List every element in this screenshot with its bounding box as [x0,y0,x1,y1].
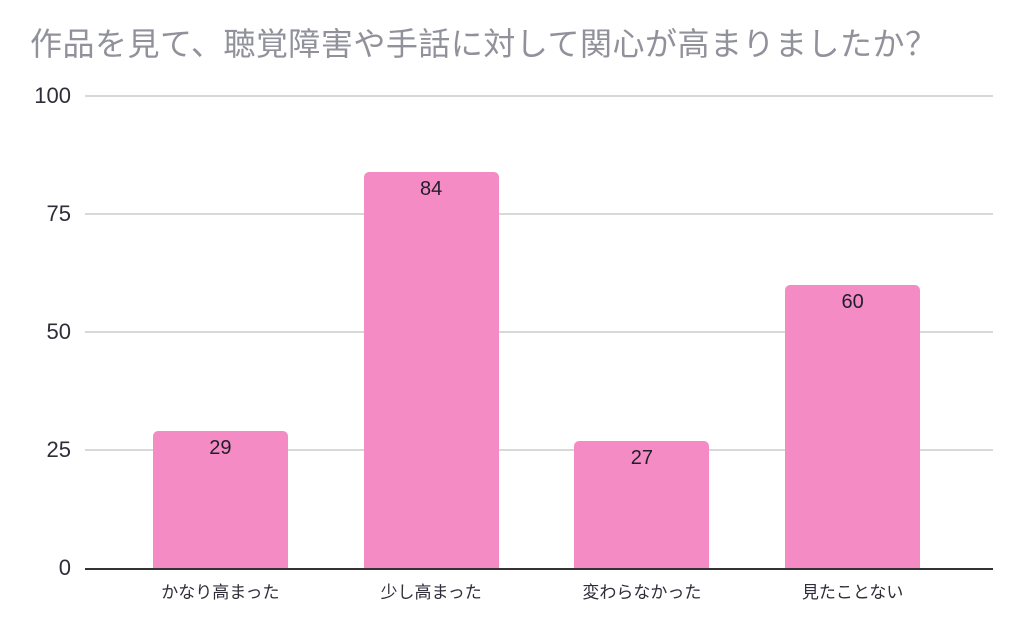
y-tick-label-25: 25 [46,437,71,462]
bar-column: 27 [537,96,748,568]
bar-value-label: 60 [841,290,864,313]
y-tick-label-50: 50 [46,319,71,344]
x-tick-label: 変わらなかった [582,583,702,602]
gridline-75 [85,213,993,215]
bar-value-label: 27 [630,446,653,469]
y-tick-label-75: 75 [46,201,71,226]
bar-column: 29 [115,96,326,568]
bar-kawaranakatta: 27 [574,440,710,568]
gridline-50 [85,331,993,333]
x-axis-labels: かなり高まった 少し高まった 変わらなかった 見たことない [85,578,993,603]
x-tick-label: 見たことない [801,583,904,602]
bar-value-label: 84 [420,177,443,200]
bar-sukoshi-takamatta: 84 [363,171,499,568]
bar-column: 84 [326,96,537,568]
x-tick-label: 少し高まった [380,583,482,602]
bar-kanari-takamatta: 29 [152,431,288,568]
gridline-25 [85,449,993,451]
x-tick-label: かなり高まった [161,583,280,602]
chart-title: 作品を見て、聴覚障害や手話に対して関心が高まりましたか？ [30,26,938,62]
gridline-100 [85,95,993,97]
bars-row: 29 84 27 60 [85,96,993,568]
bar-column: 60 [747,96,958,568]
y-tick-label-0: 0 [58,555,71,580]
plot-area: 100 75 50 25 0 29 84 27 60 [34,83,993,580]
bar-mita-koto-nai: 60 [785,284,921,568]
y-tick-label-100: 100 [34,83,71,108]
bar-value-label: 29 [209,437,232,460]
